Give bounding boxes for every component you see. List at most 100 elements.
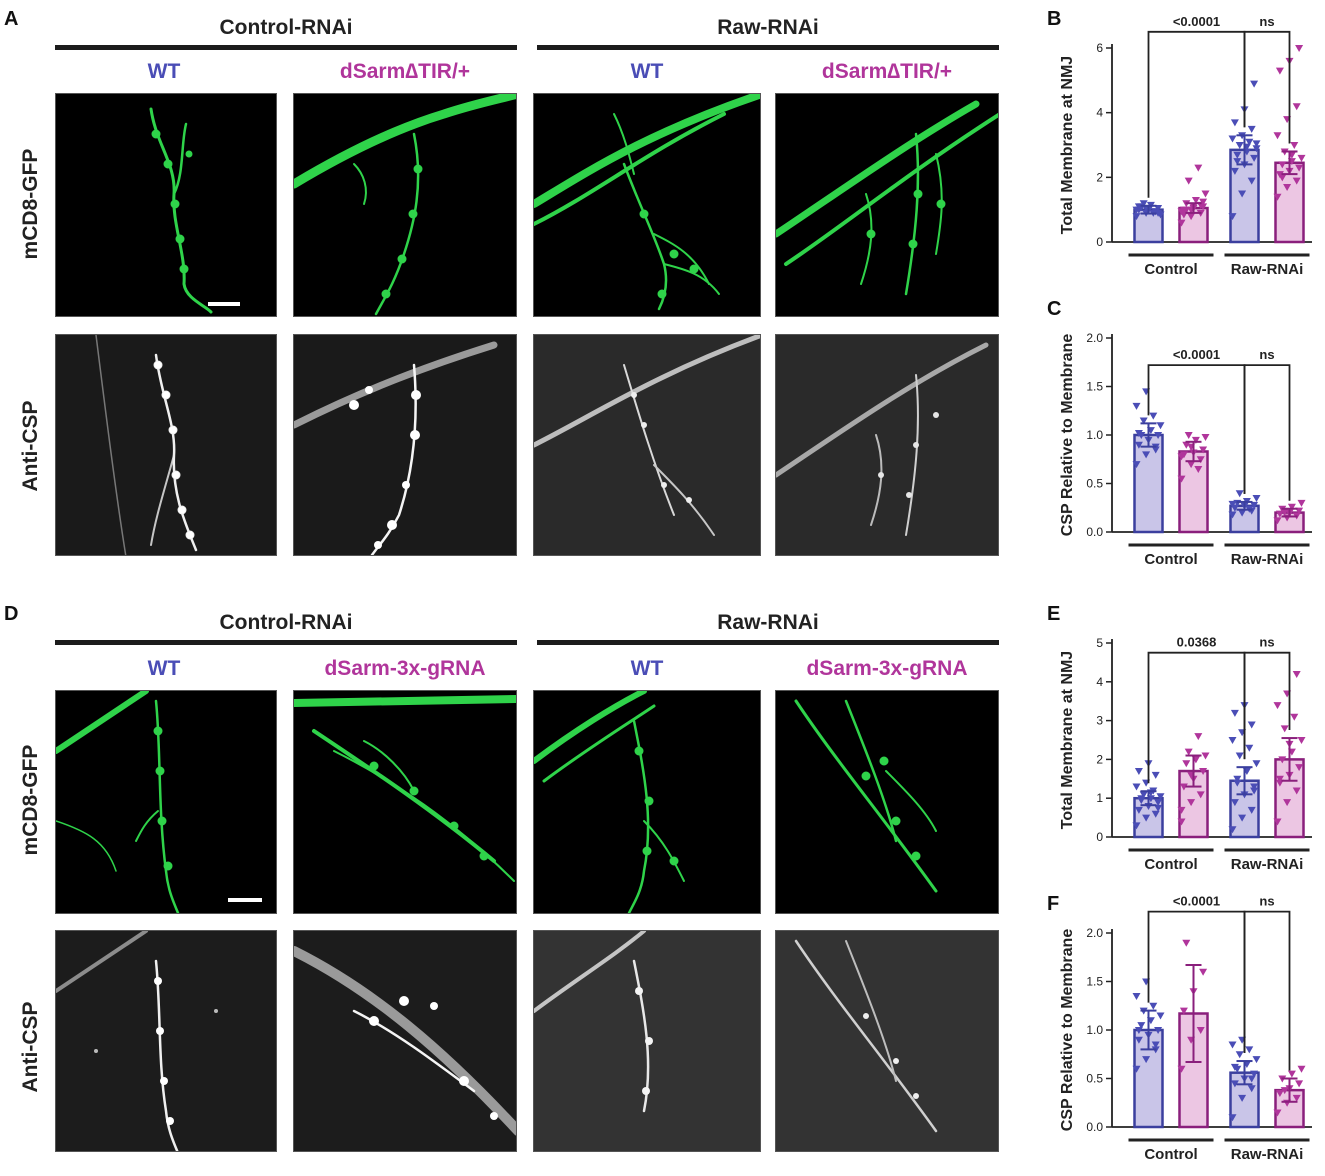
micrograph-csp [293, 930, 517, 1152]
data-point [1252, 145, 1261, 153]
bar [1229, 148, 1260, 244]
data-point [1250, 501, 1259, 509]
significance-bracket [1147, 651, 1246, 784]
group-header-control: Control-RNAi [219, 611, 353, 634]
y-tick-label: 4 [1096, 675, 1103, 689]
data-point [1134, 430, 1143, 438]
panel-letter-b: B [1047, 8, 1062, 30]
data-point [1238, 509, 1247, 517]
data-point [1252, 760, 1261, 768]
panel-letter-f: F [1047, 893, 1060, 915]
data-point [1191, 436, 1200, 444]
data-point [1280, 725, 1289, 733]
data-point [1295, 1080, 1304, 1088]
data-point [1292, 671, 1301, 679]
data-point [1230, 1063, 1239, 1071]
significance-label: <0.0001 [1173, 894, 1220, 909]
data-point [1235, 752, 1244, 760]
genotype-label: dSarm∆TIR/+ [821, 60, 953, 83]
chart-f: CSP Relative to Membrane 0.0 0.5 1.0 1.5 2.0 <… [1050, 894, 1325, 1170]
data-point [1179, 1007, 1188, 1015]
data-point [1151, 1041, 1160, 1049]
group-label: Raw-RNAi [1231, 551, 1304, 568]
data-point [1280, 1087, 1289, 1095]
data-point [1134, 1027, 1143, 1034]
genotype-label: WT [147, 60, 181, 83]
data-point [1228, 500, 1237, 508]
data-point [1247, 125, 1256, 133]
data-point [1280, 508, 1289, 516]
data-point [1134, 806, 1143, 814]
group-bar-raw [537, 640, 999, 645]
data-point [1132, 402, 1141, 410]
data-point [1149, 1002, 1158, 1010]
data-point [1295, 164, 1304, 172]
bar [1133, 433, 1164, 534]
micrograph-csp [775, 334, 999, 556]
data-point [1250, 787, 1259, 795]
data-point [1283, 184, 1292, 192]
data-point [1199, 446, 1208, 454]
y-axis-label: CSP Relative to Membrane [1059, 334, 1076, 537]
y-tick-label: 4 [1096, 106, 1103, 120]
micrograph-gfp [55, 690, 277, 914]
y-axis-label: Total Membrane at NMJ [1059, 56, 1076, 234]
data-point [1142, 1056, 1151, 1064]
y-tick-label: 1.5 [1086, 975, 1103, 989]
y-axis-label: Total Membrane at NMJ [1059, 651, 1076, 829]
data-point [1273, 818, 1282, 826]
data-point [1184, 177, 1193, 185]
bar [1178, 450, 1209, 534]
significance-label: ns [1259, 635, 1274, 650]
data-point [1182, 939, 1191, 947]
significance-label: ns [1259, 14, 1274, 29]
data-point [1292, 103, 1301, 111]
data-point [1194, 465, 1203, 473]
data-point [1283, 799, 1292, 807]
data-point [1292, 787, 1301, 795]
data-point [1275, 67, 1284, 75]
data-point [1250, 783, 1259, 791]
row-label-mcd8-gfp: mCD8-GFP [19, 148, 42, 260]
micrograph-gfp [775, 93, 999, 317]
data-point [1184, 432, 1193, 439]
micrograph-gfp [533, 93, 761, 317]
data-point [1177, 818, 1186, 826]
y-tick-label: 2 [1096, 752, 1103, 766]
micrograph-csp [55, 334, 277, 556]
group-label: Control [1144, 1146, 1197, 1163]
panel-letter-e: E [1047, 603, 1061, 625]
data-point [1233, 151, 1242, 159]
chart-c: CSP Relative to Membrane 0.0 0.5 1.0 1.5 2.0 <… [1050, 310, 1325, 572]
data-point [1233, 779, 1242, 787]
data-point [1230, 119, 1239, 127]
data-point [1278, 161, 1287, 169]
y-axis-label: CSP Relative to Membrane [1059, 929, 1076, 1132]
group-bar-raw [537, 45, 999, 50]
significance-label: <0.0001 [1173, 14, 1220, 29]
significance-label: ns [1259, 894, 1274, 909]
data-point [1154, 432, 1163, 439]
data-point [1250, 154, 1259, 162]
panel-letter-a: A [4, 8, 19, 30]
data-point [1252, 495, 1261, 503]
significance-bracket [1243, 910, 1291, 1071]
data-point [1230, 1080, 1239, 1088]
data-point [1287, 1070, 1296, 1078]
genotype-label: dSarm-3x-gRNA [324, 657, 486, 680]
data-point [1295, 45, 1304, 52]
micrograph-csp [293, 334, 517, 556]
y-tick-label: 1.0 [1086, 1023, 1103, 1037]
data-point [1177, 806, 1186, 814]
data-point [1250, 1070, 1259, 1078]
significance-bracket [1243, 30, 1291, 144]
group-label: Control [1144, 856, 1197, 873]
y-tick-label: 0.0 [1086, 525, 1103, 539]
data-point [1156, 793, 1165, 801]
data-point [1196, 791, 1205, 799]
group-label: Raw-RNAi [1231, 261, 1304, 278]
group-bar-control [55, 640, 517, 645]
y-tick-label: 0.5 [1086, 477, 1103, 491]
data-point [1245, 744, 1254, 752]
data-point [1139, 200, 1148, 208]
